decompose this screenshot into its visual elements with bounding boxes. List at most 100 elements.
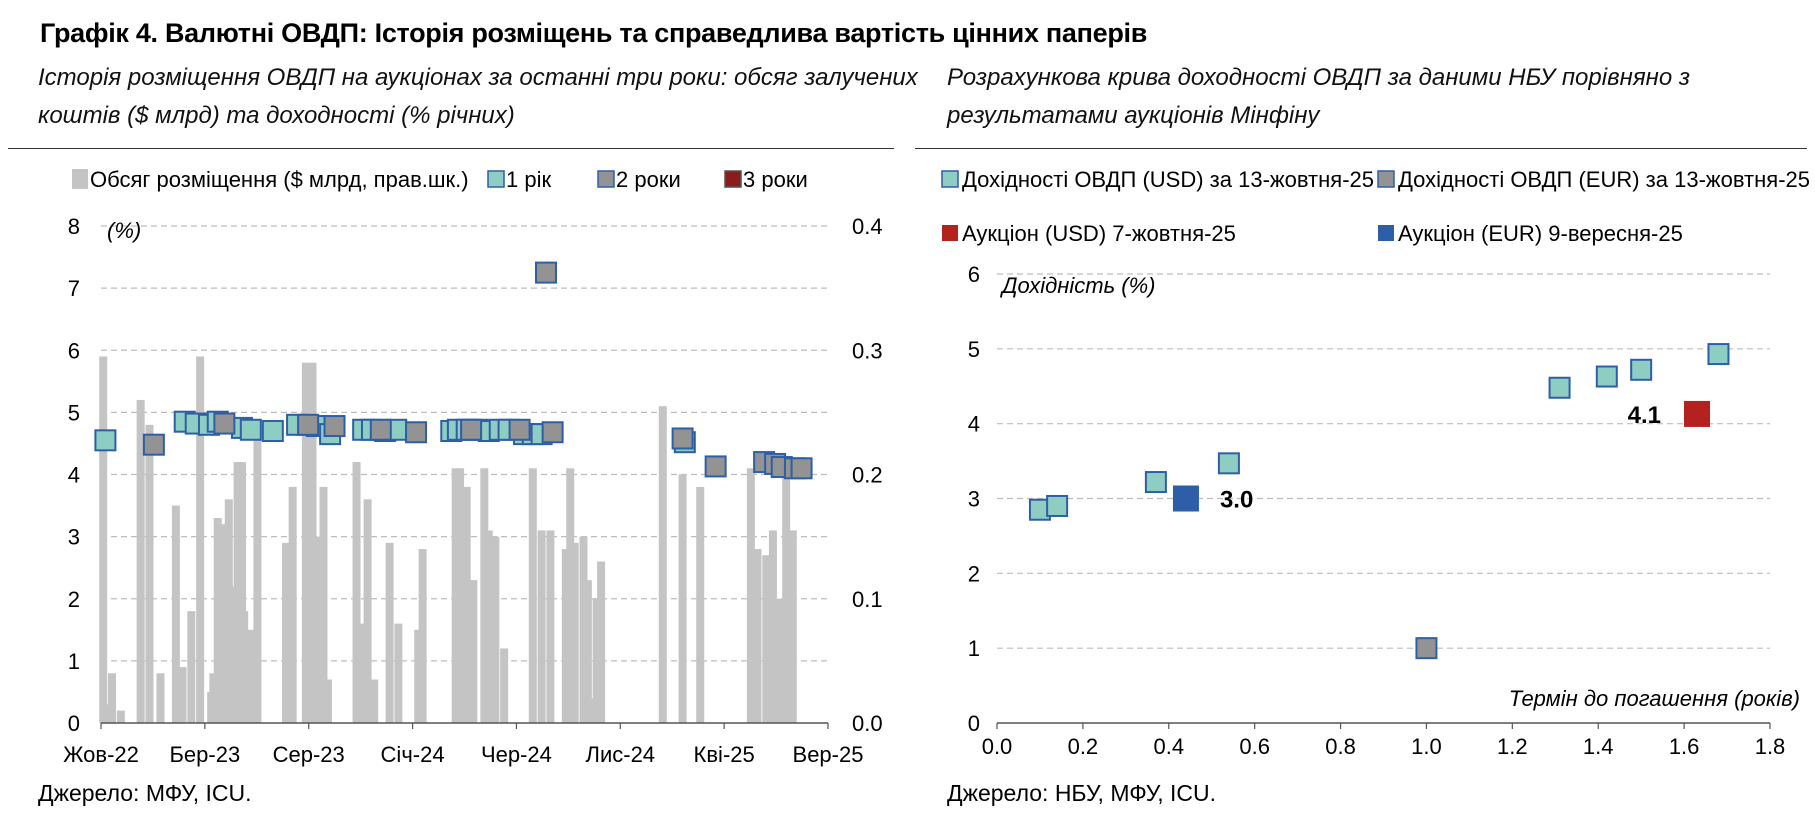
yield-2y-point [323, 415, 346, 438]
legend-label: 2 роки [616, 167, 681, 192]
yield-curve-point [1046, 494, 1069, 517]
yield-2y-point [369, 418, 392, 441]
yield-1y-point [239, 418, 262, 441]
placement-volume-bar [546, 530, 555, 723]
left-y-tick-label: 1 [68, 649, 80, 674]
placement-volume-bar [484, 530, 493, 723]
legend-swatch [1377, 170, 1395, 188]
placement-volume-bar [240, 611, 249, 723]
left-y-tick-label: 6 [68, 338, 80, 363]
yield-1y-point [261, 420, 284, 443]
left-y-tick-label: 7 [68, 276, 80, 301]
placement-volume-bar [592, 598, 601, 723]
placement-volume-bar [597, 561, 606, 723]
placement-volume-bar [253, 437, 262, 723]
right-x-tick-label: 1.6 [1669, 734, 1700, 759]
yield-2y-point [541, 421, 564, 444]
right-x-tick-label: 1.4 [1583, 734, 1614, 759]
left-y-tick-label: 4 [68, 463, 80, 488]
placement-volume-bar [480, 468, 489, 723]
placement-volume-bar [145, 424, 154, 723]
placement-volume-bar [696, 486, 705, 723]
placement-volume-bar [528, 468, 537, 723]
placement-volume-bar [537, 530, 546, 723]
auction-data-label: 3.0 [1220, 487, 1253, 514]
right-x-axis-label: Термін до погашення (років) [1509, 686, 1800, 711]
right-y-tick-label: 4 [968, 412, 980, 437]
placement-volume-bar [500, 648, 509, 723]
legend-label: Дохідності ОВДП (EUR) за 13-жовтня-25 [1398, 167, 1810, 192]
yield-curve-point [1548, 376, 1571, 399]
right-x-tick-label: 0.0 [982, 734, 1013, 759]
yield-curve-point [1707, 343, 1730, 366]
right-subtitle-line-2: результатами аукціонів Мінфіну [947, 102, 1320, 129]
placement-volume-bar [394, 623, 403, 723]
placement-volume-bar [319, 486, 328, 723]
legend-swatch [941, 170, 959, 188]
left-x-tick-label: Бер-23 [169, 742, 240, 767]
placement-volume-bar [356, 623, 365, 723]
yield-2y-point [405, 421, 428, 444]
legend-label: Аукціон (EUR) 9-вересня-25 [1398, 221, 1683, 246]
right-y-tick-label: 1 [968, 636, 980, 661]
left-y-unit-label: (%) [107, 218, 141, 243]
yield-curve-point [1595, 365, 1618, 388]
placement-volume-bar [237, 462, 246, 723]
left-x-tick-label: Сер-23 [273, 742, 345, 767]
left-y-tick-label: 5 [68, 400, 80, 425]
placement-volume-bar [99, 356, 108, 723]
yield-2y-point [297, 413, 320, 436]
placement-volume-bar [187, 611, 196, 723]
placement-volume-bar [196, 356, 205, 723]
right-panel-subtitle: Розрахункова крива доходності ОВДП за да… [947, 59, 1690, 135]
placement-volume-bar [178, 667, 187, 723]
left-y-tick-label: 0 [68, 711, 80, 736]
yield-1y-point [94, 429, 117, 452]
placement-volume-bar [753, 549, 762, 723]
left-x-tick-label: Лис-24 [586, 742, 656, 767]
placement-volume-bar [456, 468, 465, 723]
left-y-tick-label: 3 [68, 525, 80, 550]
placement-volume-bar [229, 586, 238, 723]
placement-volume-bar [678, 474, 687, 723]
left-panel-rule [8, 148, 894, 149]
auction-data-label: 4.1 [1628, 402, 1661, 429]
placement-volume-bar [103, 704, 112, 723]
right-x-tick-label: 0.6 [1239, 734, 1270, 759]
legend-swatch [942, 225, 958, 241]
yield-curve-point [1217, 452, 1240, 475]
placement-volume-bar [209, 673, 218, 723]
placement-volume-bar [233, 462, 242, 723]
placement-volume-bar [108, 673, 117, 723]
left-y2-tick-label: 0.3 [852, 338, 883, 363]
placement-volume-bar [220, 524, 229, 723]
placement-volume-bar [370, 679, 379, 723]
figure-title: Графік 4. Валютні ОВДП: Історія розміщен… [40, 18, 1148, 48]
placement-volume-bar [746, 468, 755, 723]
left-x-tick-label: Жов-22 [63, 742, 139, 767]
legend-label: Дохідності ОВДП (USD) за 13-жовтня-25 [962, 167, 1374, 192]
placement-volume-bar [414, 629, 423, 723]
placement-volume-bar [156, 673, 165, 723]
legend-label: Обсяг розміщення ($ млрд, прав.шк.) [90, 167, 469, 192]
left-chart-placements-and-yields: 0 1 2 3 4 5 6 7 8 0.0 0.1 0.2 0.3 0.4 (%) Жов-22 Бер-23 С… [63, 167, 882, 767]
right-y-tick-label: 5 [968, 337, 980, 362]
legend-swatch [1378, 225, 1394, 241]
right-y-tick-label: 6 [968, 262, 980, 287]
placement-volume-bar [762, 555, 771, 723]
placement-volume-bar [288, 486, 297, 723]
placement-volume-bar [566, 468, 575, 723]
legend-swatch [487, 170, 505, 188]
right-y-tick-label: 3 [968, 487, 980, 512]
placement-volume-bar [561, 549, 570, 723]
left-y-tick-label: 8 [68, 214, 80, 239]
auction-point [1172, 485, 1199, 512]
right-subtitle-line-1: Розрахункова крива доходності ОВДП за да… [947, 64, 1691, 91]
legend-swatch-volume [72, 169, 88, 189]
right-panel-rule [915, 148, 1807, 149]
placement-volume-bar [583, 580, 592, 723]
yield-curve-point [1630, 358, 1653, 381]
right-y-tick-label: 2 [968, 561, 980, 586]
placement-volume-bar [308, 362, 317, 723]
